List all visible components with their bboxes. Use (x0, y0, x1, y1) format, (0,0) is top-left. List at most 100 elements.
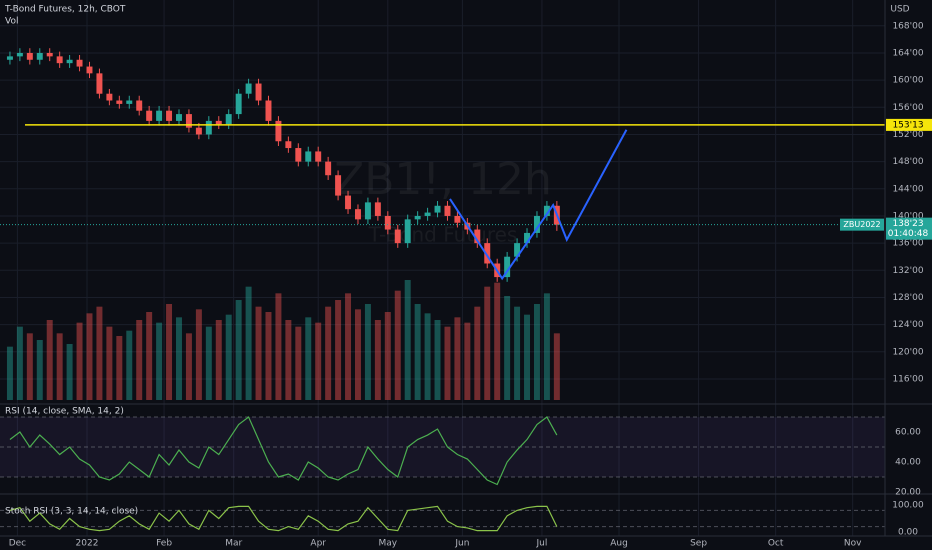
candle-body (215, 120, 222, 125)
candle-body (414, 215, 421, 220)
volume-bar (156, 322, 163, 400)
candle-body (116, 100, 123, 104)
volume-bar (146, 312, 153, 400)
volume-bar (504, 296, 511, 400)
y-tick-label: 136'00 (892, 239, 923, 249)
y-tick-label: 116'00 (892, 374, 923, 384)
volume-bar (464, 322, 471, 400)
stoch-tick-label: 0.00 (898, 528, 918, 538)
candle-body (295, 148, 302, 162)
candle-body (16, 52, 23, 57)
stoch-line (9, 505, 558, 532)
volume-bar (185, 333, 192, 400)
volume-bar (96, 306, 103, 400)
volume-bar (46, 320, 53, 400)
candle-body (126, 100, 133, 104)
pattern-drawing (449, 129, 628, 281)
y-tick-label: 156'00 (892, 103, 923, 113)
candle-body (156, 110, 163, 121)
volume-bar (126, 330, 133, 400)
candle-body (26, 52, 33, 60)
y-tick-label: 140'00 (892, 211, 923, 221)
x-tick-label: Nov (844, 539, 862, 549)
x-tick-label: Oct (768, 539, 784, 549)
volume-bar (205, 326, 212, 400)
volume-bar (136, 320, 143, 400)
hline-label-box (886, 118, 932, 131)
candle-body (305, 151, 312, 162)
candle-body (195, 127, 202, 135)
candle-body (205, 120, 212, 135)
candle-body (46, 52, 53, 57)
x-tick-label: Aug (610, 539, 628, 549)
y-tick-label: 164'00 (892, 48, 923, 58)
volume-bar (255, 306, 262, 400)
volume-bar (484, 286, 491, 400)
volume-bar (285, 320, 292, 400)
candle-body (176, 114, 182, 121)
candle-body (275, 120, 282, 142)
volume-bar (374, 320, 381, 400)
candle-body (136, 100, 143, 111)
y-tick-label: 120'00 (892, 347, 923, 357)
watermark-symbol: ZB1!, 12h (334, 154, 552, 205)
volume-bar (305, 317, 312, 400)
volume-bar (414, 304, 421, 400)
volume-bar (16, 326, 23, 400)
candle-body (185, 114, 192, 128)
candle-body (364, 202, 371, 220)
candle-body (484, 243, 491, 264)
currency: USD (890, 5, 909, 15)
volume-bar (295, 326, 302, 400)
candle-body (56, 56, 63, 64)
volume-bar (166, 304, 173, 400)
volume-bar (245, 286, 252, 400)
stoch-label: Stoch RSI (3, 3, 14, 14, close) (5, 507, 138, 517)
candle-body (504, 256, 511, 278)
candle-body (235, 93, 242, 115)
candle-body (543, 205, 550, 216)
volume-bar (345, 293, 352, 400)
candle-body (474, 229, 481, 244)
volume-bar (76, 322, 83, 400)
rsi-line (9, 416, 558, 486)
volume-bar (444, 326, 451, 400)
y-tick-label: 124'00 (892, 320, 923, 330)
volume-bar (533, 304, 540, 400)
volume-bar (26, 333, 33, 400)
candle-body (454, 215, 461, 223)
volume-bar (195, 309, 202, 400)
candle-body (335, 175, 342, 196)
volume-bar (106, 326, 113, 400)
grid (0, 0, 885, 536)
candle-body (106, 93, 113, 101)
volume-bar (56, 333, 63, 400)
price-box (886, 217, 932, 240)
candle-body (86, 66, 93, 74)
candle-body (424, 212, 431, 216)
price-label: 138'23 (892, 219, 923, 229)
candle-body (66, 59, 73, 64)
rsi-label: RSI (14, close, SMA, 14, 2) (5, 407, 124, 417)
candle-body (325, 161, 332, 176)
x-tick-label: 2022 (76, 539, 99, 549)
volume-bar (543, 293, 550, 400)
candle-body (524, 232, 531, 244)
volume-bar (474, 306, 481, 400)
candle-body (404, 219, 411, 244)
volume-bar (354, 309, 361, 400)
y-tick-label: 160'00 (892, 76, 923, 86)
volume-bar (265, 312, 272, 400)
watermark-name: T-Bond Futures (368, 223, 518, 247)
x-tick-label: Feb (156, 539, 172, 549)
x-tick-label: Apr (310, 539, 326, 549)
rsi-tick-label: 40.00 (895, 458, 921, 468)
candle-body (36, 52, 43, 60)
volume-bar (384, 312, 391, 400)
volume-bar (335, 300, 342, 400)
candle-body (394, 229, 401, 244)
candle-body (434, 205, 441, 213)
volume-bar (514, 306, 521, 400)
x-tick-label: Sep (690, 539, 707, 549)
